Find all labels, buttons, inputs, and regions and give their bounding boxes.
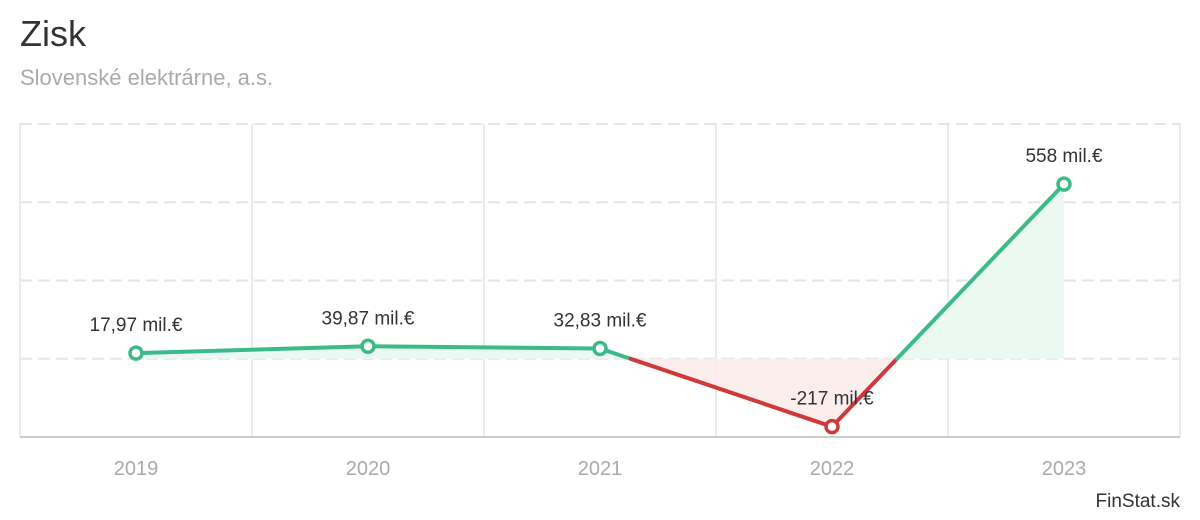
x-tick-label: 2020 xyxy=(346,458,391,480)
data-label: 17,97 mil.€ xyxy=(90,315,183,336)
chart-title: Zisk xyxy=(20,13,86,54)
data-label: 39,87 mil.€ xyxy=(322,308,415,329)
finstat-credit: FinStat.sk xyxy=(1095,491,1180,512)
x-tick-label: 2019 xyxy=(114,458,159,480)
x-tick-label: 2023 xyxy=(1042,458,1087,480)
line-segment-positive xyxy=(894,182,1066,361)
data-point xyxy=(1056,176,1072,192)
data-label: -217 mil.€ xyxy=(790,389,874,410)
data-point xyxy=(128,345,144,361)
x-tick-label: 2021 xyxy=(578,458,623,480)
data-point xyxy=(592,340,608,357)
line-segment-negative xyxy=(628,356,834,429)
data-point xyxy=(360,338,376,355)
chart-subtitle: Slovenské elektrárne, a.s. xyxy=(20,65,274,90)
x-tick-label: 2022 xyxy=(810,458,855,480)
data-label: 32,83 mil.€ xyxy=(554,310,647,331)
line-segment-positive xyxy=(366,344,602,351)
line-segment-positive xyxy=(134,344,370,356)
data-point xyxy=(824,418,840,435)
data-label: 558 mil.€ xyxy=(1025,146,1103,167)
line-segment-negative xyxy=(830,356,899,429)
